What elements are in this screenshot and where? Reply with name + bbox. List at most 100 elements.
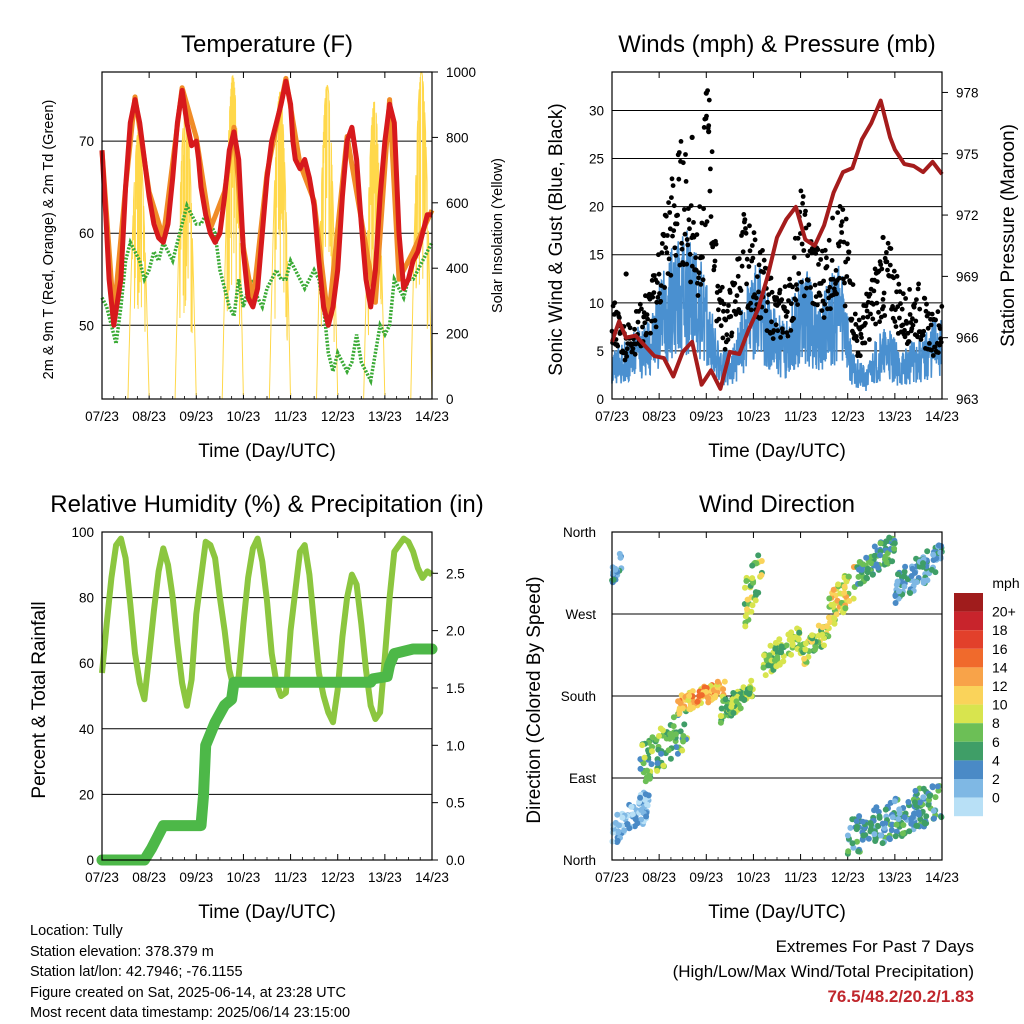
gust-point xyxy=(902,334,908,340)
direction-point xyxy=(674,750,681,757)
x-tick-label: 13/23 xyxy=(878,870,912,885)
direction-point xyxy=(857,580,864,587)
direction-point xyxy=(928,566,935,573)
direction-point xyxy=(718,705,725,712)
direction-point xyxy=(802,640,809,647)
gust-point xyxy=(701,125,707,130)
x-tick-label: 12/23 xyxy=(321,409,355,424)
direction-point xyxy=(896,588,902,595)
y-tick-label: 80 xyxy=(79,591,94,606)
gust-point xyxy=(816,262,821,267)
y-tick-label: East xyxy=(569,771,596,786)
gust-point xyxy=(800,194,806,199)
gust-point xyxy=(694,232,700,238)
gust-point xyxy=(817,293,823,298)
y-right-tick-label: 1000 xyxy=(446,65,476,80)
x-tick-label: 14/23 xyxy=(925,870,959,885)
gust-point xyxy=(778,335,783,340)
gust-point xyxy=(904,321,910,326)
direction-point xyxy=(892,600,899,606)
gust-point xyxy=(666,200,671,206)
gust-point xyxy=(624,354,630,359)
y-right-tick-label: 600 xyxy=(446,196,469,211)
gust-point xyxy=(721,301,727,307)
gust-point xyxy=(878,262,884,267)
gust-point xyxy=(930,353,936,358)
direction-point xyxy=(670,714,677,721)
gust-point xyxy=(879,266,885,272)
direction-point xyxy=(871,807,878,814)
direction-point xyxy=(686,706,693,713)
colorbar-label: 16 xyxy=(992,641,1008,657)
y-right-tick-label: 200 xyxy=(446,327,469,342)
x-axis-label: Time (Day/UTC) xyxy=(198,441,336,462)
gust-point xyxy=(790,284,795,290)
direction-point xyxy=(883,538,890,545)
direction-point xyxy=(875,808,882,815)
direction-point xyxy=(908,820,915,827)
gust-point xyxy=(637,301,643,307)
direction-point xyxy=(722,696,729,703)
gust-point xyxy=(617,315,622,321)
gust-point xyxy=(775,328,781,334)
gust-point xyxy=(842,303,848,309)
gust-point xyxy=(880,234,886,241)
y-tick-label: North xyxy=(563,853,596,868)
direction-point xyxy=(902,563,909,570)
direction-point xyxy=(893,821,900,828)
gust-point xyxy=(867,337,872,342)
gust-point xyxy=(632,326,637,332)
colorbar-label: 4 xyxy=(992,752,1000,768)
direction-point xyxy=(760,664,767,671)
direction-point xyxy=(801,655,808,662)
gust-point xyxy=(793,297,799,303)
gust-point xyxy=(844,274,850,279)
direction-point xyxy=(638,816,645,823)
gust-point xyxy=(752,237,758,243)
x-tick-label: 07/23 xyxy=(85,409,119,424)
gust-point xyxy=(669,176,675,182)
gust-point xyxy=(743,230,749,236)
direction-point xyxy=(845,848,852,855)
direction-point xyxy=(621,827,628,834)
direction-point xyxy=(680,733,687,739)
y-tick-label: South xyxy=(561,689,596,704)
direction-point xyxy=(676,710,683,717)
gust-point xyxy=(882,313,888,318)
gust-point xyxy=(872,266,878,272)
direction-point xyxy=(924,548,931,555)
gust-point xyxy=(700,254,705,260)
gust-point xyxy=(892,319,898,324)
gust-point xyxy=(671,203,677,209)
gust-point xyxy=(698,282,704,287)
gust-point xyxy=(805,277,811,283)
gust-point xyxy=(683,179,689,184)
gust-point xyxy=(839,219,845,225)
direction-point xyxy=(749,575,756,582)
direction-point xyxy=(774,654,781,661)
direction-point xyxy=(643,813,650,820)
y-tick-label: 5 xyxy=(596,344,604,359)
y-right-tick-label: 2.0 xyxy=(446,624,465,639)
gust-point xyxy=(898,301,903,306)
direction-point xyxy=(654,760,661,767)
y-axis-label: Sonic Wind & Gust (Blue, Black) xyxy=(546,103,567,375)
gust-point xyxy=(727,290,733,295)
direction-point xyxy=(778,643,785,650)
direction-point xyxy=(932,794,939,801)
colorbar-swatch xyxy=(954,704,983,724)
direction-point xyxy=(702,688,709,695)
x-tick-label: 13/23 xyxy=(878,409,912,424)
gust-point xyxy=(815,247,821,253)
gust-point xyxy=(720,335,726,341)
gust-point xyxy=(670,183,676,189)
gust-point xyxy=(756,262,762,268)
gust-point xyxy=(648,330,653,336)
panel-1: Temperature (F) Time (Day/UTC) 07/23 08/23 0… xyxy=(41,31,506,462)
direction-point xyxy=(744,596,751,603)
gust-point xyxy=(678,139,684,144)
gust-point xyxy=(910,322,916,328)
gust-point xyxy=(913,318,919,324)
gust-point xyxy=(739,263,745,269)
direction-point xyxy=(855,573,862,580)
